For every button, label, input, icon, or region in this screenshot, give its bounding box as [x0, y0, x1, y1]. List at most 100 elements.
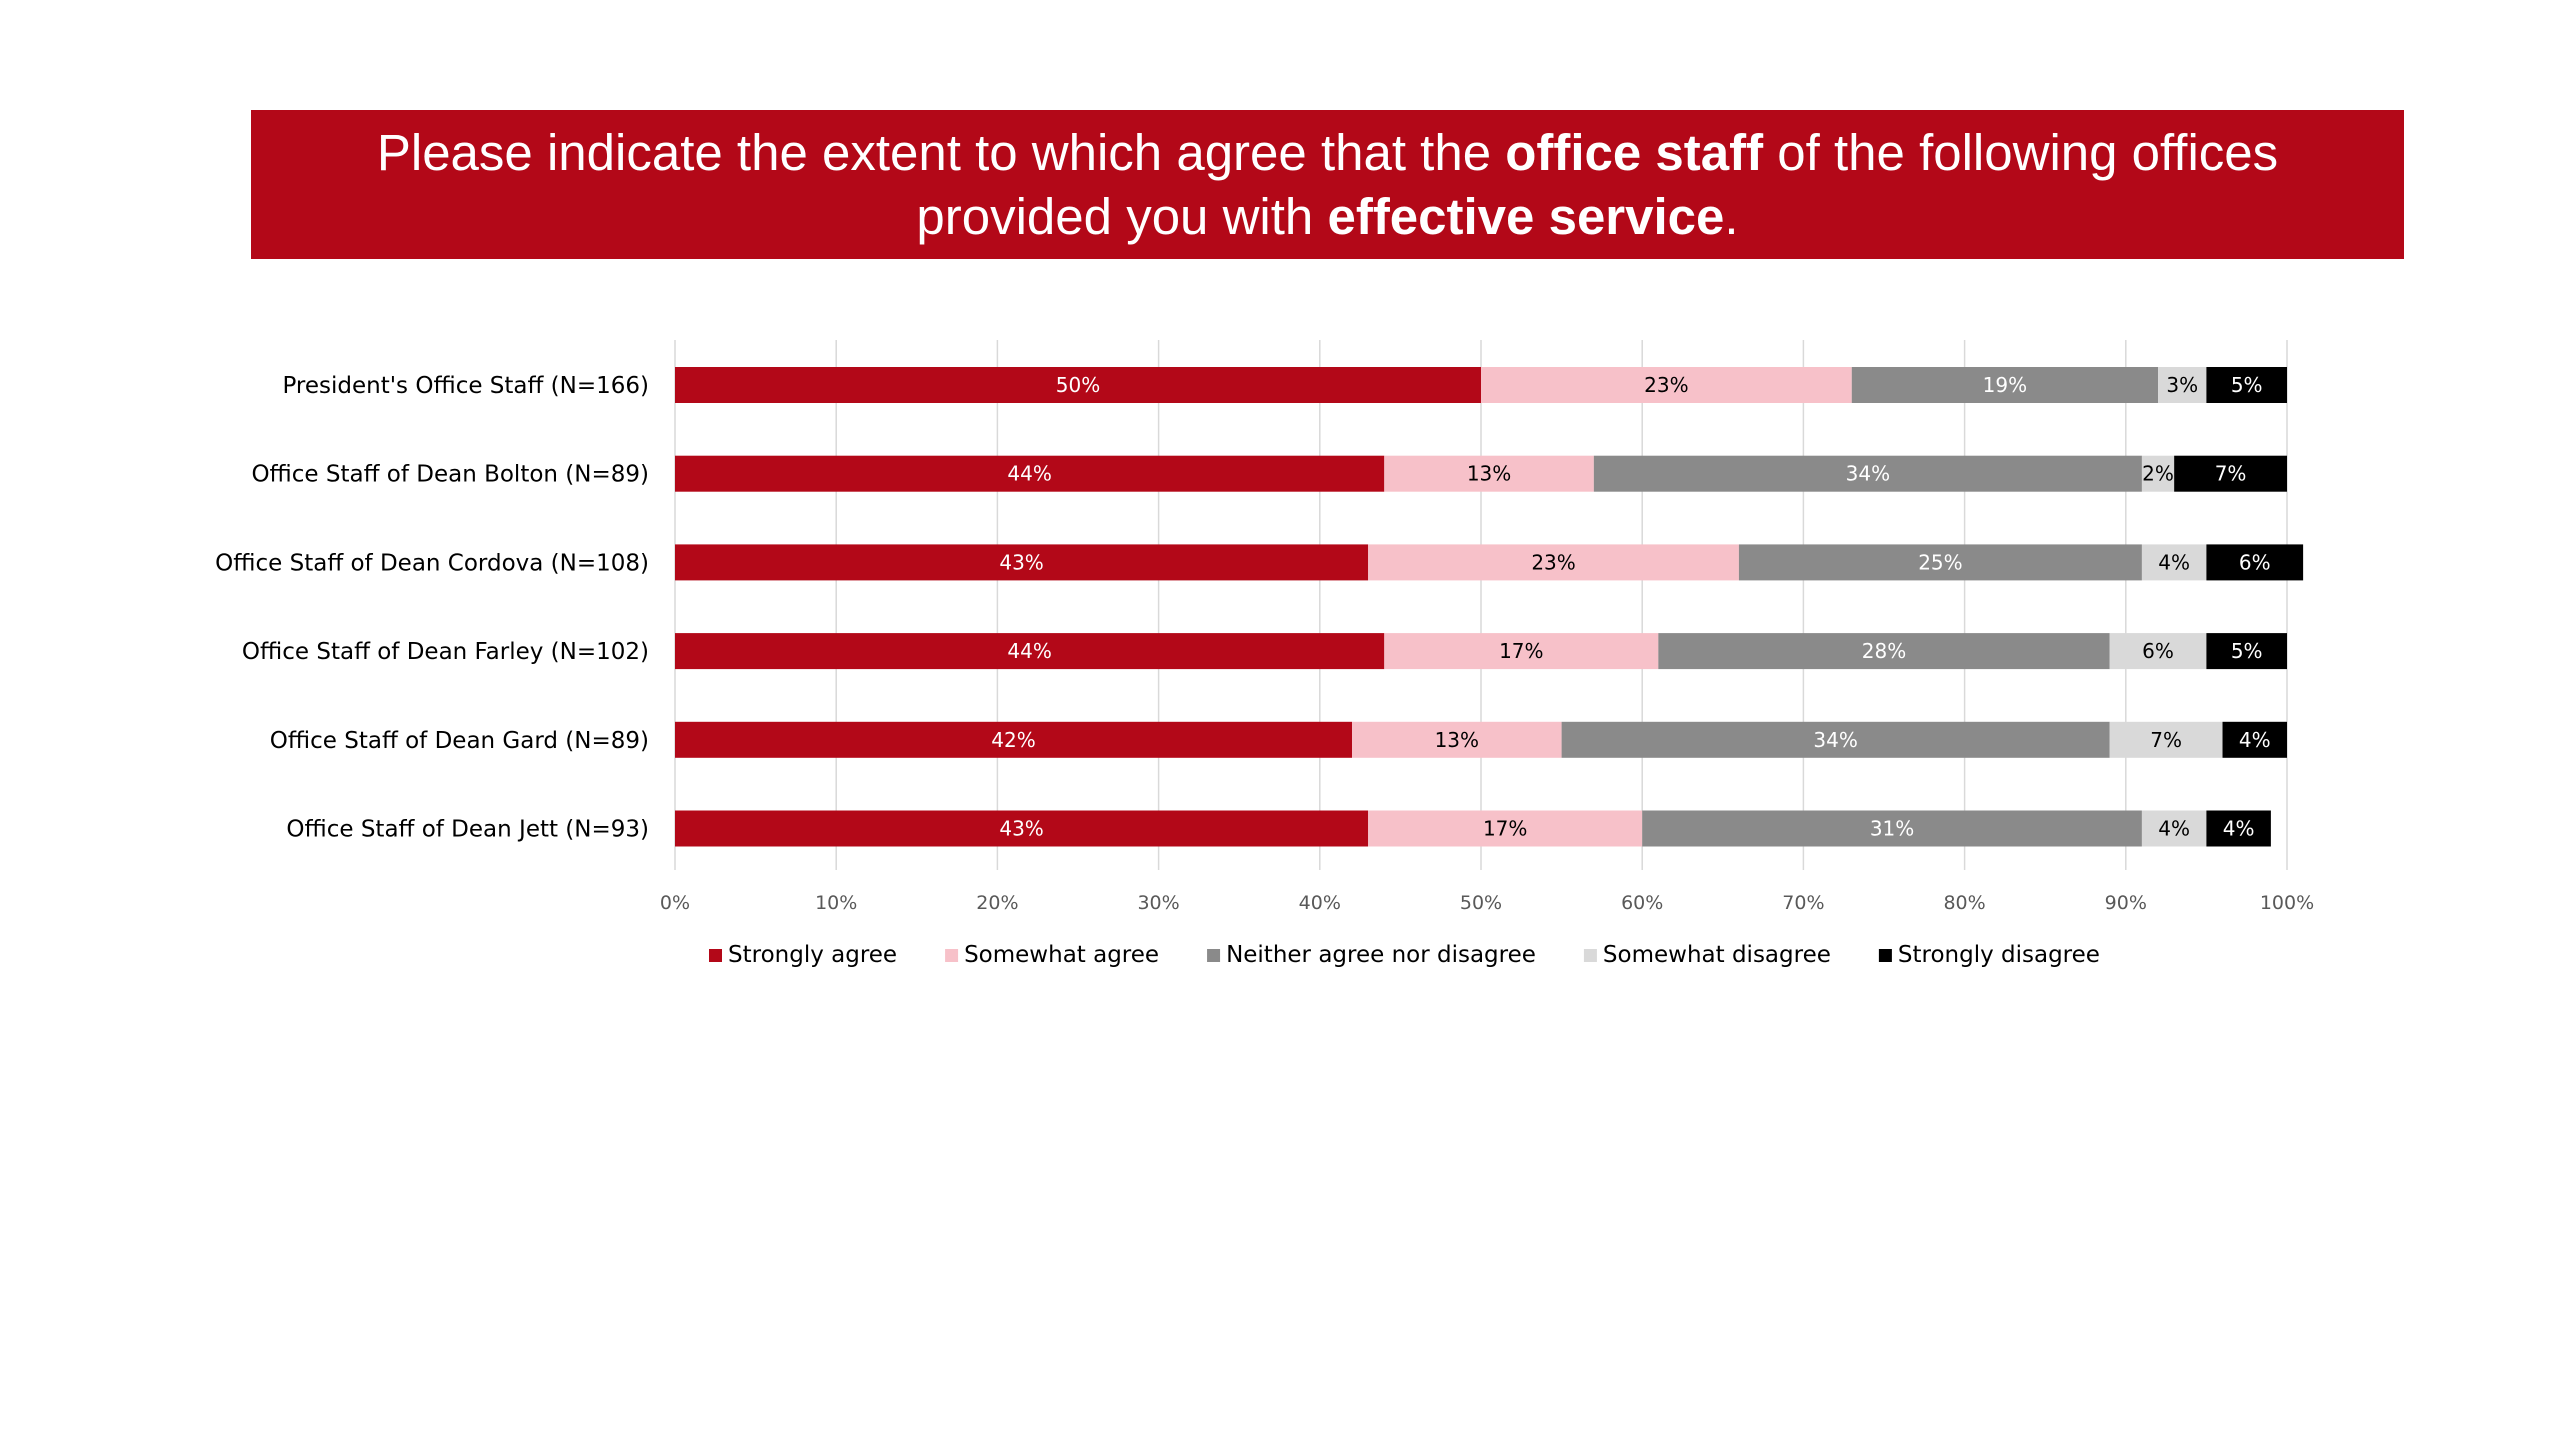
data-label: 25% — [1918, 550, 1962, 574]
data-label: 31% — [1870, 817, 1914, 841]
data-label: 7% — [2215, 462, 2247, 486]
data-label: 17% — [1499, 639, 1543, 663]
bar-segment-strongly-agree — [675, 367, 1481, 403]
gridlines — [674, 340, 2288, 870]
data-label: 19% — [1983, 373, 2027, 397]
data-label: 4% — [2158, 817, 2190, 841]
data-labels: 50% 23% 19% 3% 5% 44% 13% 34% 2% 7% 43% 23% 25% 4% 6% 4… — [991, 373, 2270, 841]
title-line-2-text: provided you with — [916, 187, 1328, 245]
bar-segment-somewhat-agree — [1368, 544, 1739, 581]
legend-swatch-somewhat-disagree — [1583, 949, 1597, 962]
bar-segment-strongly-disagree — [2206, 367, 2287, 403]
x-axis-ticks: 0% 10% 20% 30% 40% 50% 60% 70% 80% 90% 100% — [660, 892, 2314, 914]
data-label: 3% — [2166, 373, 2198, 397]
category-label: Office Staff of Dean Cordova (N=108) — [215, 550, 649, 576]
bar-segment-somewhat-agree — [1352, 721, 1562, 758]
data-label: 42% — [991, 728, 1035, 752]
category-label: Office Staff of Dean Gard (N=89) — [270, 728, 649, 754]
bar-segment-somewhat-disagree — [2141, 455, 2175, 492]
category-label: Office Staff of Dean Bolton (N=89) — [251, 462, 649, 488]
data-label: 34% — [1846, 462, 1890, 486]
data-label: 13% — [1467, 462, 1511, 486]
x-tick-label: 30% — [1137, 892, 1179, 914]
legend-swatch-strongly-disagree — [1878, 949, 1892, 962]
bar-segment-somewhat-disagree — [2109, 721, 2223, 758]
legend-swatch-strongly-agree — [709, 949, 722, 962]
bar-segment-neither-agree-nor-disagree — [1658, 633, 2110, 670]
data-label: 5% — [2231, 639, 2263, 663]
bar-segment-strongly-disagree — [2206, 633, 2287, 670]
legend-swatch-neither-agree-nor-disagree — [1207, 949, 1221, 962]
data-label: 44% — [1007, 462, 1051, 486]
bar-segment-strongly-agree — [675, 633, 1385, 670]
data-label: 4% — [2158, 550, 2190, 574]
bar-segment-somewhat-disagree — [2158, 367, 2207, 403]
data-label: 6% — [2142, 639, 2174, 663]
data-label: 5% — [2231, 373, 2263, 397]
title-line-2-end: . — [1724, 187, 1739, 245]
legend-label-neither-agree-nor-disagree: Neither agree nor disagree — [1226, 942, 1536, 968]
title-line-2: provided you with effective service. — [916, 185, 1738, 249]
data-label: 2% — [2142, 462, 2174, 486]
data-label: 34% — [1813, 728, 1857, 752]
category-labels: President's Office Staff (N=166) Office S… — [215, 373, 649, 843]
bar-segment-strongly-disagree — [2222, 721, 2287, 758]
bar-segment-neither-agree-nor-disagree — [1851, 367, 2159, 403]
data-label: 6% — [2239, 550, 2271, 574]
data-label: 17% — [1483, 817, 1527, 841]
legend: Strongly agree Somewhat agree Neither agre… — [709, 942, 2100, 968]
data-label: 44% — [1007, 639, 1051, 663]
bar-segment-neither-agree-nor-disagree — [1738, 544, 2142, 581]
data-label: 28% — [1862, 639, 1906, 663]
bar-segment-neither-agree-nor-disagree — [1642, 810, 2142, 847]
x-tick-label: 20% — [976, 892, 1018, 914]
legend-swatch-somewhat-agree — [945, 949, 959, 962]
data-label: 23% — [1644, 373, 1688, 397]
bar-segment-somewhat-agree — [1481, 367, 1852, 403]
bar-segment-strongly-agree — [675, 721, 1353, 758]
bar-segment-somewhat-agree — [1368, 810, 1643, 847]
legend-label-strongly-agree: Strongly agree — [728, 942, 897, 968]
title-line-1-text: Please indicate the extent to which agre… — [376, 123, 1506, 181]
bar-segment-somewhat-disagree — [2109, 633, 2207, 670]
x-tick-label: 50% — [1460, 892, 1502, 914]
bar-segment-strongly-agree — [675, 544, 1369, 581]
bar-segment-somewhat-disagree — [2141, 810, 2207, 847]
data-label: 4% — [2223, 817, 2255, 841]
category-label: President's Office Staff (N=166) — [282, 373, 649, 399]
data-label: 50% — [1056, 373, 1100, 397]
bar-segment-strongly-agree — [675, 810, 1369, 847]
title-line-2-bold: effective service — [1327, 187, 1725, 245]
x-tick-label: 80% — [1943, 892, 1985, 914]
bar-segment-neither-agree-nor-disagree — [1561, 721, 2110, 758]
data-label: 4% — [2239, 728, 2271, 752]
bar-segment-neither-agree-nor-disagree — [1593, 455, 2142, 492]
category-label: Office Staff of Dean Farley (N=102) — [242, 639, 649, 665]
data-label: 7% — [2150, 728, 2182, 752]
x-tick-label: 0% — [660, 892, 690, 914]
title-line-1: Please indicate the extent to which agre… — [377, 121, 2278, 185]
x-tick-label: 40% — [1299, 892, 1341, 914]
legend-label-somewhat-agree: Somewhat agree — [964, 942, 1159, 968]
x-tick-label: 100% — [2260, 892, 2314, 914]
title-line-1-end: of the following offices — [1763, 123, 2279, 181]
title-line-1-bold: office staff — [1505, 123, 1764, 181]
data-label: 23% — [1531, 550, 1575, 574]
bar-segment-somewhat-agree — [1384, 455, 1594, 492]
x-tick-label: 10% — [815, 892, 857, 914]
x-tick-label: 60% — [1621, 892, 1663, 914]
bar-segment-strongly-disagree — [2206, 810, 2271, 847]
bar-segment-strongly-disagree — [2206, 544, 2304, 581]
title-banner: Please indicate the extent to which agre… — [251, 110, 2404, 259]
x-tick-label: 70% — [1782, 892, 1824, 914]
bar-segment-somewhat-disagree — [2141, 544, 2207, 581]
data-label: 43% — [999, 550, 1043, 574]
x-tick-label: 90% — [2105, 892, 2147, 914]
data-label: 13% — [1435, 728, 1479, 752]
bar-segment-somewhat-agree — [1384, 633, 1659, 670]
data-label: 43% — [999, 817, 1043, 841]
bars — [675, 367, 2304, 847]
legend-label-strongly-disagree: Strongly disagree — [1898, 942, 2100, 968]
bar-segment-strongly-disagree — [2174, 455, 2287, 492]
